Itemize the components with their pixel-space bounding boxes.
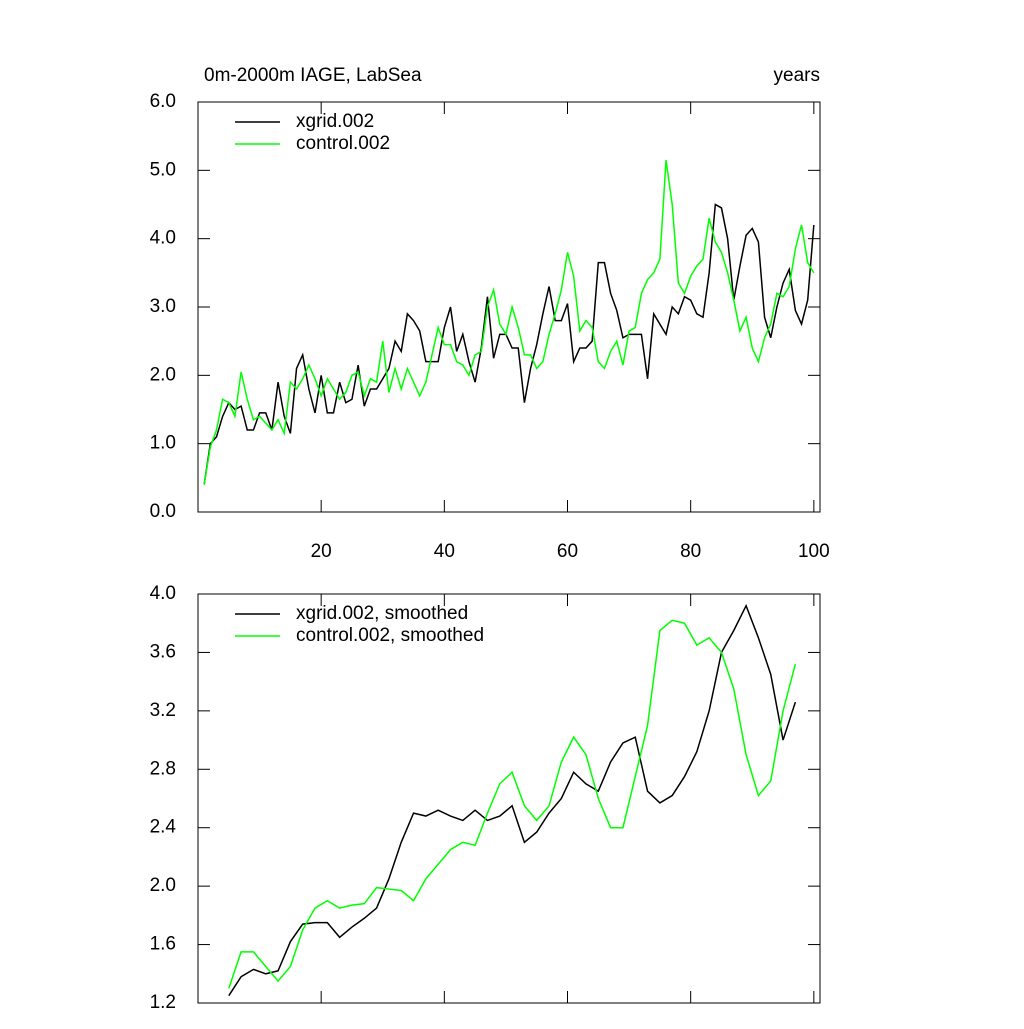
- right-title: years: [774, 65, 820, 86]
- y-tick-label: 1.0: [150, 433, 176, 454]
- x-tick-label: 60: [557, 541, 578, 562]
- chart-title: 0m-2000m IAGE, LabSea: [204, 65, 422, 86]
- legend-label: xgrid.002, smoothed: [296, 603, 468, 624]
- y-tick-label: 0.0: [150, 501, 176, 522]
- y-tick-label: 2.4: [150, 817, 177, 838]
- y-tick-label: 2.0: [150, 364, 176, 385]
- data-line: [203, 159, 815, 485]
- y-tick-label: 6.0: [150, 91, 176, 112]
- y-tick-label: 2.8: [150, 758, 176, 779]
- x-tick-label: 100: [798, 541, 830, 562]
- legend-label: xgrid.002: [296, 111, 374, 132]
- legend-label: control.002: [296, 133, 390, 154]
- plot-frame: [197, 101, 821, 513]
- y-tick-label: 1.6: [150, 934, 176, 955]
- data-line: [228, 619, 797, 989]
- x-tick-label: 20: [311, 541, 332, 562]
- y-tick-label: 3.2: [150, 700, 176, 721]
- y-tick-label: 3.0: [150, 296, 176, 317]
- plot-frame: [197, 593, 821, 1004]
- data-line: [228, 603, 797, 997]
- y-tick-label: 3.6: [150, 641, 176, 662]
- data-line: [203, 203, 815, 485]
- y-tick-label: 1.2: [150, 992, 176, 1013]
- x-tick-label: 80: [680, 541, 701, 562]
- x-tick-label: 40: [434, 541, 455, 562]
- legend-label: control.002, smoothed: [296, 625, 484, 646]
- y-tick-label: 2.0: [150, 875, 176, 896]
- y-tick-label: 5.0: [150, 159, 176, 180]
- y-tick-label: 4.0: [150, 228, 176, 249]
- y-tick-label: 4.0: [150, 583, 176, 604]
